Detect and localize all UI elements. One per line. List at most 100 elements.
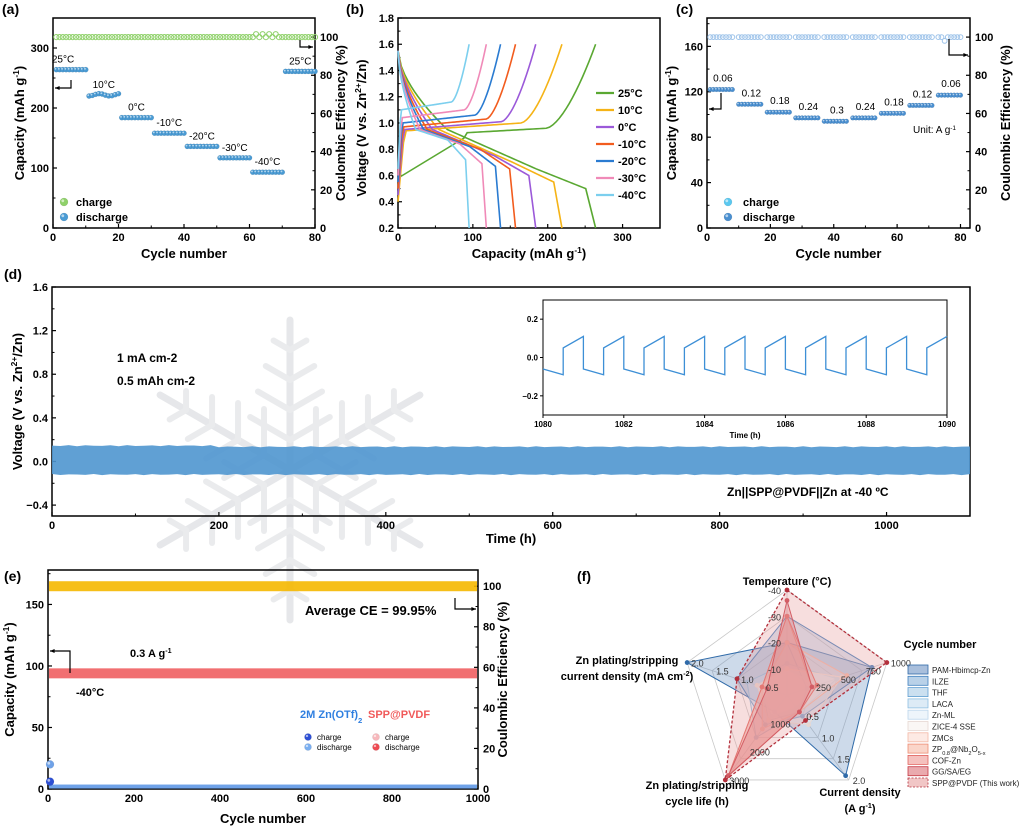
radar-point [744, 679, 750, 685]
ce-point [786, 34, 793, 40]
ce-point [716, 34, 723, 40]
radar-point [796, 709, 802, 715]
discharge-point-highlight [93, 92, 96, 95]
ce-point [288, 33, 296, 41]
panel-d: 0 200 400 600 800 1000 −0.4 0.0 0.4 0.8 1.2 1.6 Time… [9, 282, 971, 624]
segment-label: -10°C [156, 118, 182, 129]
legend-marker [372, 733, 380, 741]
discharge-point-highlight [257, 170, 260, 173]
discharge-point-highlight [280, 170, 283, 173]
x-tick-label: 800 [710, 520, 728, 532]
segment-label: -40°C [255, 157, 281, 168]
x-tick-label: 800 [383, 793, 401, 805]
discharge-point-highlight [247, 156, 250, 158]
x-axis-label: Cycle number [141, 246, 227, 261]
radar-point [809, 684, 815, 690]
discharge-point-highlight [293, 69, 296, 72]
right-axis-arrow [454, 598, 476, 610]
discharge-point-highlight [870, 116, 872, 119]
x-tick-label: 200 [125, 793, 143, 805]
ce-point [834, 34, 840, 40]
inset-voltage-trace [542, 335, 948, 376]
radar-point [800, 713, 805, 719]
ce-point [723, 34, 729, 40]
discharge-point-highlight [205, 144, 208, 147]
legend-label: PAM-Hbimcp-Zn [932, 666, 991, 675]
ce-point [808, 34, 815, 40]
ce-point [311, 33, 319, 41]
ce-point [900, 34, 907, 40]
x-tick-label: 80 [954, 232, 966, 244]
discharge-point [729, 86, 735, 93]
inset-x-tick-label: 1084 [696, 420, 714, 429]
legend-discharge-marker-highlight [61, 214, 65, 218]
discharge-point-highlight [784, 110, 787, 113]
radar-point [684, 660, 690, 665]
left-axis-arrow-head [709, 107, 714, 111]
discharge-point-highlight [844, 119, 847, 122]
ce-point [99, 33, 106, 41]
discharge-point-highlight [860, 116, 863, 119]
discharge-point-highlight [97, 91, 99, 94]
radar-point [806, 722, 812, 728]
snowflake-branch [287, 337, 310, 353]
discharge-point-highlight [146, 115, 149, 118]
y2-tick-label: 60 [320, 108, 332, 120]
ce-point [112, 33, 119, 41]
snowflake-arm [156, 466, 294, 549]
y-tick-label: 0.8 [379, 144, 394, 156]
y-tick-label: 50 [32, 722, 44, 734]
radar-point [762, 722, 768, 728]
discharge-point [957, 92, 964, 98]
radar-tick-label: 750 [866, 667, 881, 677]
ce-point [131, 33, 138, 41]
y-tick-label: 150 [26, 599, 44, 611]
rate-label: 0.3 [830, 105, 844, 116]
ce-point [164, 33, 171, 41]
discharge-point-highlight [195, 144, 198, 147]
y-tick-label: 0 [38, 784, 44, 796]
ce-point [135, 33, 142, 41]
ce-point [948, 34, 954, 40]
y-tick-label: 1.6 [379, 39, 394, 51]
x-tick-label: 600 [544, 520, 562, 532]
inset-x-label: Time (h) [730, 431, 761, 440]
discharge-point-highlight [832, 119, 834, 122]
plot-frame [51, 286, 971, 517]
radar-series-6 [761, 641, 848, 730]
x-tick-label: 600 [297, 793, 315, 805]
radar-tick-label: 2.0 [691, 659, 704, 669]
discharge-point-highlight [231, 156, 234, 158]
ce-point [751, 34, 758, 40]
radar-tick-label: 0.5 [806, 712, 819, 722]
discharge-point [82, 66, 89, 73]
legend-group-title: 2M Zn(OTf)2 [300, 709, 362, 725]
radar-point [793, 705, 799, 711]
ce-point [305, 33, 312, 41]
inset-x-tick-label: 1080 [534, 420, 552, 429]
baseline-initial-point [45, 777, 55, 786]
y-tick-label: 1.4 [379, 65, 395, 77]
y2-tick-label: 20 [975, 185, 987, 197]
legend-swatch [907, 743, 929, 754]
y-tick-label: 40 [691, 178, 703, 190]
snowflake-branch [270, 337, 293, 353]
discharge-point-highlight [313, 69, 316, 72]
discharge-point-highlight [77, 67, 80, 70]
charge-curve [397, 43, 597, 179]
x-axis-label: Cycle number [796, 246, 882, 261]
snowflake-branch [287, 363, 318, 383]
discharge-point-highlight [237, 156, 240, 158]
discharge-point-highlight [67, 67, 70, 70]
discharge-point-highlight [822, 119, 825, 122]
inset-y-tick-label: 0.0 [527, 354, 539, 363]
discharge-point-highlight [838, 119, 841, 122]
x-tick-label: 40 [178, 232, 190, 244]
ce-point [72, 33, 80, 41]
snowflake-branch [262, 363, 293, 383]
ce-point [230, 33, 237, 41]
ce-point [102, 33, 109, 41]
discharge-point-highlight [943, 93, 945, 96]
y2-axis-label: Coulombic Efficiency (%) [495, 601, 510, 757]
ce-point [767, 34, 774, 40]
